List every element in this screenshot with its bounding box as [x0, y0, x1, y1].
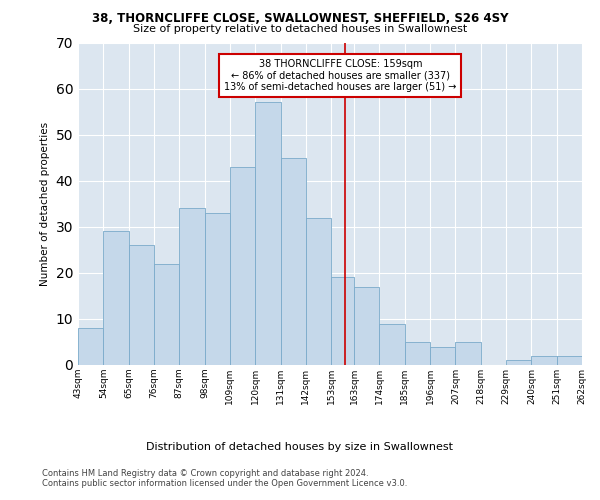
Bar [179, 208, 205, 365]
Y-axis label: Number of detached properties: Number of detached properties [40, 122, 50, 286]
Bar [506, 360, 532, 365]
Text: Contains HM Land Registry data © Crown copyright and database right 2024.: Contains HM Land Registry data © Crown c… [42, 468, 368, 477]
Bar [405, 342, 430, 365]
Bar [532, 356, 557, 365]
Bar [205, 213, 230, 365]
Bar [154, 264, 179, 365]
Text: Contains public sector information licensed under the Open Government Licence v3: Contains public sector information licen… [42, 478, 407, 488]
Bar [354, 286, 379, 365]
Bar [379, 324, 405, 365]
Bar [306, 218, 331, 365]
Bar [78, 328, 103, 365]
Bar [455, 342, 481, 365]
Text: Size of property relative to detached houses in Swallownest: Size of property relative to detached ho… [133, 24, 467, 34]
Bar [557, 356, 582, 365]
Bar [281, 158, 306, 365]
Text: 38, THORNCLIFFE CLOSE, SWALLOWNEST, SHEFFIELD, S26 4SY: 38, THORNCLIFFE CLOSE, SWALLOWNEST, SHEF… [92, 12, 508, 26]
Bar [128, 245, 154, 365]
Bar [103, 232, 128, 365]
Text: 38 THORNCLIFFE CLOSE: 159sqm
← 86% of detached houses are smaller (337)
13% of s: 38 THORNCLIFFE CLOSE: 159sqm ← 86% of de… [224, 58, 457, 92]
Bar [230, 167, 255, 365]
Bar [331, 278, 354, 365]
Text: Distribution of detached houses by size in Swallownest: Distribution of detached houses by size … [146, 442, 454, 452]
Bar [430, 346, 455, 365]
Bar [255, 102, 281, 365]
